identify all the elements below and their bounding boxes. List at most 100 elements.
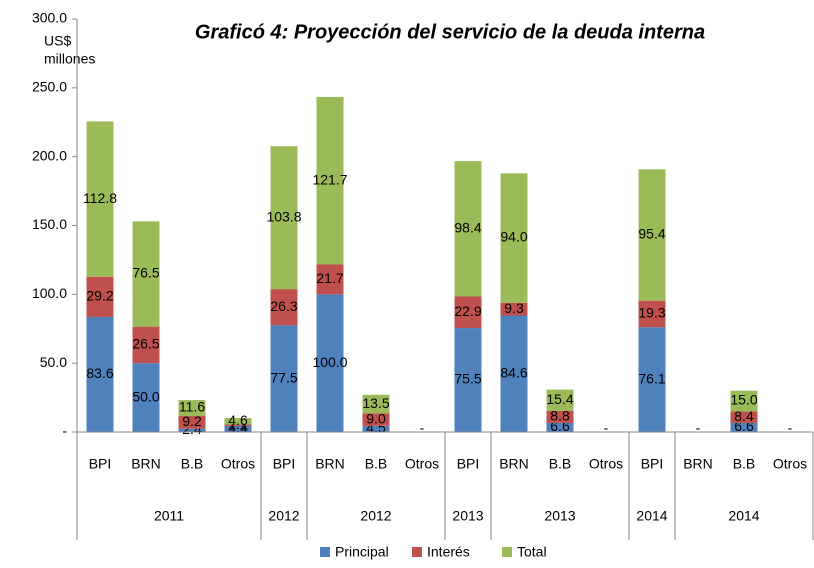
- bar-segment: [224, 425, 252, 432]
- bar-segment: [546, 410, 574, 423]
- legend-label: Interés: [427, 544, 470, 560]
- data-label: 95.4: [638, 226, 665, 242]
- data-label: -: [420, 420, 425, 436]
- bar-segment: [132, 221, 160, 327]
- y-tick-label: 300.0: [32, 10, 67, 26]
- group-label: 2012: [360, 508, 391, 524]
- group-label: 2014: [728, 508, 759, 524]
- bar-segment: [86, 316, 114, 432]
- data-label: 15.0: [730, 392, 757, 408]
- data-label: 9.2: [182, 413, 202, 429]
- data-label: 26.3: [270, 298, 297, 314]
- bar-segment: [730, 422, 758, 432]
- y-tick-label: 200.0: [32, 147, 67, 163]
- y-axis-label: millones: [44, 51, 95, 67]
- data-label: 8.4: [734, 408, 754, 424]
- data-label: 94.0: [500, 229, 527, 245]
- data-label: 75.5: [454, 371, 481, 387]
- data-label: 8.8: [550, 408, 570, 424]
- bar-segment: [454, 161, 482, 297]
- bar-segment: [316, 264, 344, 295]
- y-axis-label: US$: [44, 33, 71, 49]
- data-label: 77.5: [270, 369, 297, 385]
- bar-segment: [638, 300, 666, 328]
- x-tick-label: BRN: [683, 456, 713, 472]
- y-tick-label: 50.0: [40, 354, 67, 370]
- y-tick-label: 150.0: [32, 216, 67, 232]
- data-label: 29.2: [86, 288, 113, 304]
- data-label: 11.6: [179, 399, 205, 415]
- x-tick-label: BPI: [273, 456, 296, 472]
- group-label: 2014: [636, 508, 667, 524]
- data-label: 50.0: [132, 388, 159, 404]
- y-tick-label: 100.0: [32, 285, 67, 301]
- chart-title: Graficó 4: Proyección del servicio de la…: [195, 21, 705, 43]
- legend-swatch: [412, 547, 422, 557]
- x-tick-label: Otros: [405, 456, 439, 472]
- x-tick-label: B.B: [733, 456, 756, 472]
- bar-segment: [454, 328, 482, 432]
- x-tick-label: BPI: [89, 456, 112, 472]
- bar-segment: [362, 413, 390, 426]
- bar-segment: [500, 173, 528, 303]
- data-label: 112.8: [83, 190, 117, 206]
- data-label: 84.6: [500, 364, 527, 380]
- bar-segment: [546, 422, 574, 432]
- bar-segment: [224, 418, 252, 425]
- bar-segment: [86, 276, 114, 317]
- data-label: -: [604, 420, 609, 436]
- data-label: 9.3: [504, 300, 524, 316]
- x-tick-label: Otros: [773, 456, 807, 472]
- data-label: 4.6: [228, 412, 248, 428]
- data-label: 121.7: [312, 171, 347, 187]
- bar-segment: [730, 411, 758, 423]
- bar-segment: [270, 325, 298, 432]
- data-label: -: [788, 420, 793, 436]
- bar-segment: [730, 390, 758, 412]
- legend-swatch: [320, 547, 330, 557]
- x-tick-label: B.B: [365, 456, 388, 472]
- bar-segment: [270, 146, 298, 290]
- legend-swatch: [502, 547, 512, 557]
- x-tick-label: BRN: [315, 456, 345, 472]
- group-label: 2013: [544, 508, 575, 524]
- data-label: 83.6: [86, 365, 113, 381]
- x-tick-label: Otros: [221, 456, 255, 472]
- bar-segment: [224, 424, 252, 426]
- x-tick-label: BPI: [457, 456, 480, 472]
- data-label: 100.0: [312, 354, 347, 370]
- bar-segment: [132, 326, 160, 364]
- bar-segment: [638, 169, 666, 301]
- data-label: 76.1: [638, 370, 665, 386]
- bar-segment: [316, 294, 344, 432]
- bar-segment: [546, 389, 574, 411]
- bar-segment: [86, 121, 114, 277]
- y-tick-label: 250.0: [32, 79, 67, 95]
- bar-segment: [454, 296, 482, 329]
- x-tick-label: B.B: [181, 456, 204, 472]
- x-tick-label: BPI: [641, 456, 664, 472]
- data-label: -: [696, 420, 701, 436]
- legend-label: Principal: [335, 544, 389, 560]
- data-label: 103.8: [266, 208, 301, 224]
- data-label: 98.4: [454, 220, 481, 236]
- x-tick-label: BRN: [499, 456, 529, 472]
- y-tick-label: -: [62, 423, 67, 439]
- data-label: 22.9: [454, 303, 481, 319]
- data-label: 13.5: [362, 395, 389, 411]
- legend-label: Total: [517, 544, 547, 560]
- bar-segment: [500, 315, 528, 432]
- data-label: 26.5: [132, 336, 159, 352]
- bar-segment: [132, 363, 160, 432]
- bar-segment: [638, 327, 666, 432]
- bar-segment: [316, 96, 344, 265]
- group-label: 2012: [268, 508, 299, 524]
- data-label: 19.3: [638, 305, 665, 321]
- bar-segment: [500, 302, 528, 316]
- x-tick-label: B.B: [549, 456, 572, 472]
- bar-segment: [178, 428, 206, 432]
- data-label: 76.5: [132, 265, 159, 281]
- bar-segment: [362, 425, 390, 432]
- data-label: 21.7: [316, 270, 343, 286]
- bar-segment: [178, 400, 206, 417]
